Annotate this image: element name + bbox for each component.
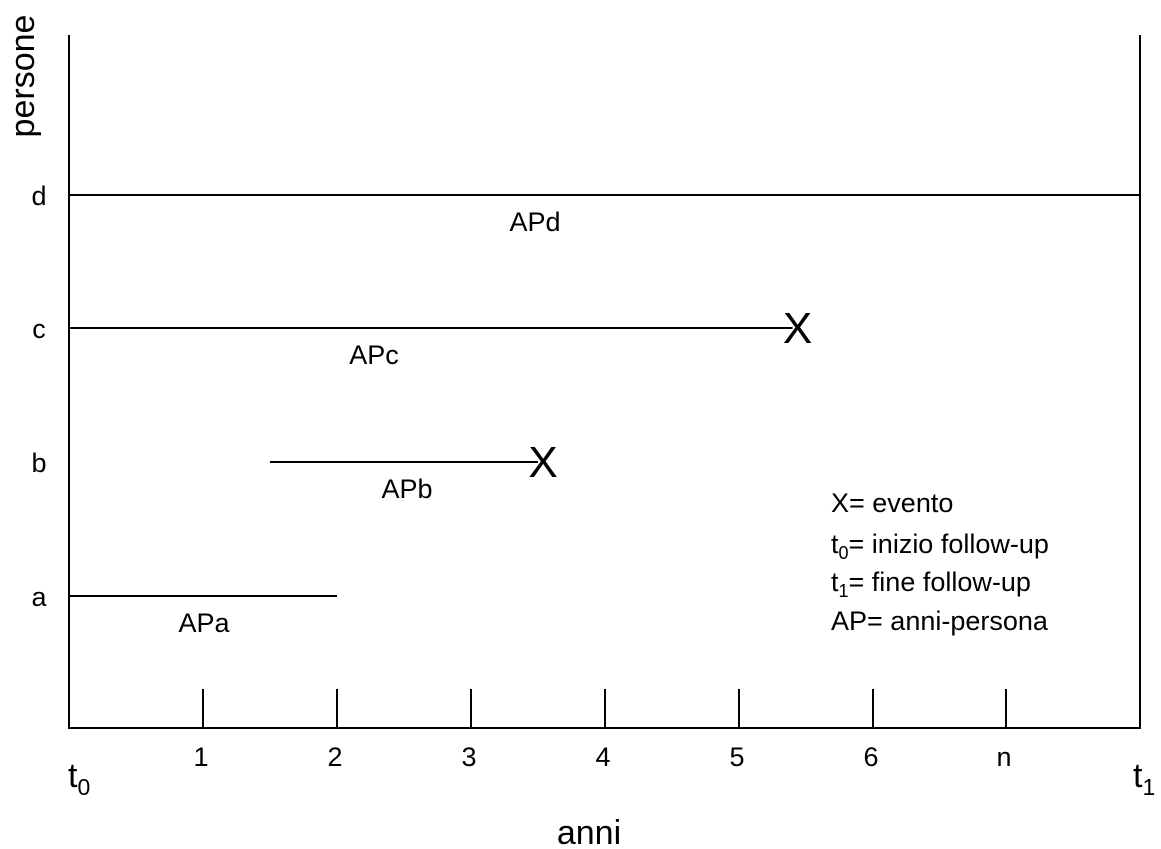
person-label: a [31,582,47,612]
x-tick-label: 3 [461,742,476,772]
t0-label: t0 [68,757,90,800]
legend-item-key: t [831,567,839,597]
legend-item: t0= inizio follow-up [831,529,1049,563]
person-label: b [31,448,46,478]
legend-item-text: = evento [849,488,953,518]
x-tick-label: 2 [327,742,342,772]
legend-item-text: = fine follow-up [849,567,1031,597]
x-axis-title: anni [557,814,621,849]
x-tick-label: 4 [595,742,610,772]
event-marker: X [528,438,557,487]
event-marker: X [783,304,812,353]
person-label: d [31,181,46,211]
t1-label-sub: 1 [1142,774,1155,800]
x-tick-label: n [996,742,1011,772]
segment-label: APb [381,474,432,504]
segment-label: APc [349,340,399,370]
legend-item-sub: 1 [839,581,849,601]
t0-label-sub: 0 [77,774,90,800]
y-axis-title: persone [4,15,42,138]
person-rows: d APd c APc Xb APb Xa APa [31,181,1141,638]
legend-item: AP= anni-persona [831,606,1049,636]
legend-item: t1= fine follow-up [831,567,1031,601]
x-ticks: 1 2 3 4 5 6 n [193,689,1012,772]
t1-label-base: t [1133,757,1143,795]
legend-item-key: X [831,488,849,518]
legend-item-sub: 0 [839,543,849,563]
person-label: c [32,314,46,344]
legend-item-text: = anni-persona [867,606,1049,636]
legend-item-key: t [831,529,839,559]
legend-item: X= evento [831,488,953,518]
t0-label-base: t [68,757,78,795]
t1-label: t1 [1133,757,1155,800]
x-tick-label: 5 [729,742,744,772]
segment-label: APa [178,608,230,638]
x-tick-label: 1 [193,742,208,772]
legend-item-key: AP [831,606,867,636]
x-tick-label: 6 [863,742,878,772]
segment-label: APd [509,207,560,237]
legend-item-text: = inizio follow-up [849,529,1049,559]
